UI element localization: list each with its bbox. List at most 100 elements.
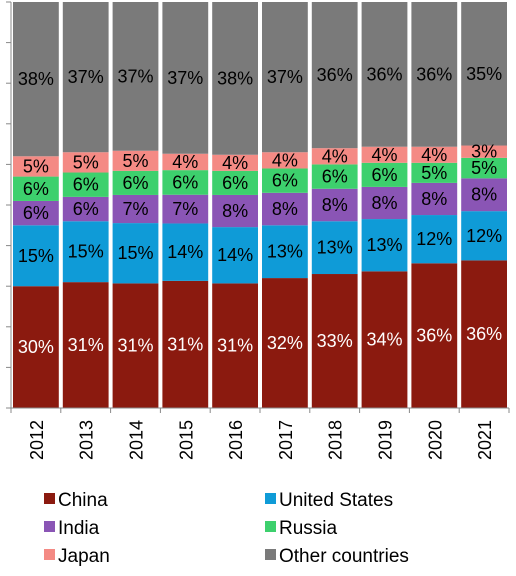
data-label: 31% [68,335,104,355]
bar-segment [361,162,408,187]
bar-segment [162,170,209,195]
data-label: 38% [18,69,54,89]
bar-segment [411,146,458,163]
bar-segment [361,146,408,163]
data-label: 13% [267,242,303,262]
x-tick-label: 2021 [475,420,495,460]
data-label: 5% [122,151,148,171]
legend-swatch [44,493,55,504]
bar-segment [212,283,258,408]
data-label: 6% [222,173,248,193]
data-label: 36% [416,64,452,84]
data-label: 6% [73,175,99,195]
legend-swatch [265,493,276,504]
bar-segment [262,2,308,153]
bar-segment [62,282,109,408]
data-label: 36% [317,65,353,85]
data-label: 8% [371,193,397,213]
x-tick-label: 2017 [276,420,296,460]
bar-segment [461,145,507,158]
data-label: 35% [466,64,502,84]
bar-segment [411,215,458,264]
bar-segment [13,2,59,157]
bar-segment [461,2,507,146]
bar-segment [13,225,59,287]
data-label: 14% [217,245,253,265]
legend-label: Other countries [279,546,409,567]
bar-segment [411,182,458,216]
legend-swatch [265,521,276,532]
data-label: 36% [366,64,402,84]
bar-segment [13,286,59,408]
bar-segment [162,223,209,281]
data-label: 4% [371,145,397,165]
bar-segment [62,172,109,197]
data-label: 15% [18,246,54,266]
data-label: 8% [222,201,248,221]
data-label: 31% [217,336,253,356]
bar-segment [62,2,109,153]
bar-segment [262,168,308,193]
bar-segment [262,225,308,279]
axis-layer [6,1,510,413]
data-label: 6% [371,165,397,185]
bar-segment [162,153,209,171]
bar-segment [361,1,408,147]
data-label: 37% [167,68,203,88]
x-tick-label: 2012 [27,420,47,460]
bar-segment [212,2,258,155]
data-label: 5% [471,158,497,178]
x-tick-label: 2014 [127,420,147,460]
data-label: 15% [117,243,153,263]
data-label: 4% [272,150,298,170]
data-label: 6% [172,172,198,192]
data-label: 36% [416,326,452,346]
bar-segment [112,223,159,284]
data-label: 33% [317,331,353,351]
bar-segment [461,211,507,261]
data-label: 5% [421,163,447,183]
bar-segment [461,178,507,212]
data-label: 8% [471,185,497,205]
bar-segment [311,1,358,149]
bars-layer [13,1,507,408]
bar-segment [262,278,308,408]
legend-label: China [58,490,108,511]
bar-segment [13,156,59,177]
data-label: 6% [272,171,298,191]
data-label: 14% [167,242,203,262]
data-label: 7% [172,199,198,219]
data-label: 31% [117,336,153,356]
bar-segment [311,274,358,408]
legend-label: United States [279,490,393,511]
bar-segment [461,157,507,179]
x-tick-label: 2016 [226,420,246,460]
bar-segment [62,152,109,173]
data-label: 13% [366,235,402,255]
data-label: 8% [322,195,348,215]
bar-segment [112,150,159,171]
data-label: 34% [366,330,402,350]
bar-segment [13,176,59,201]
x-tick-label: 2018 [326,420,346,460]
data-label: 5% [73,152,99,172]
data-labels-layer: 30%15%6%6%5%38%31%15%6%6%5%37%31%15%7%6%… [18,64,502,357]
data-label: 4% [421,145,447,165]
data-label: 12% [416,229,452,249]
data-label: 6% [73,199,99,219]
bar-segment [13,200,59,226]
bar-segment [162,280,209,408]
bar-segment [212,194,258,228]
bar-segment [112,2,159,151]
data-label: 31% [167,334,203,354]
legend: China United States India Russia Japan Other … [44,490,409,567]
data-label: 15% [68,242,104,262]
bar-segment [311,188,358,222]
data-label: 37% [267,67,303,87]
bar-segment [411,263,458,408]
data-label: 30% [18,337,54,357]
data-label: 38% [217,68,253,88]
data-label: 32% [267,333,303,353]
data-label: 6% [122,173,148,193]
